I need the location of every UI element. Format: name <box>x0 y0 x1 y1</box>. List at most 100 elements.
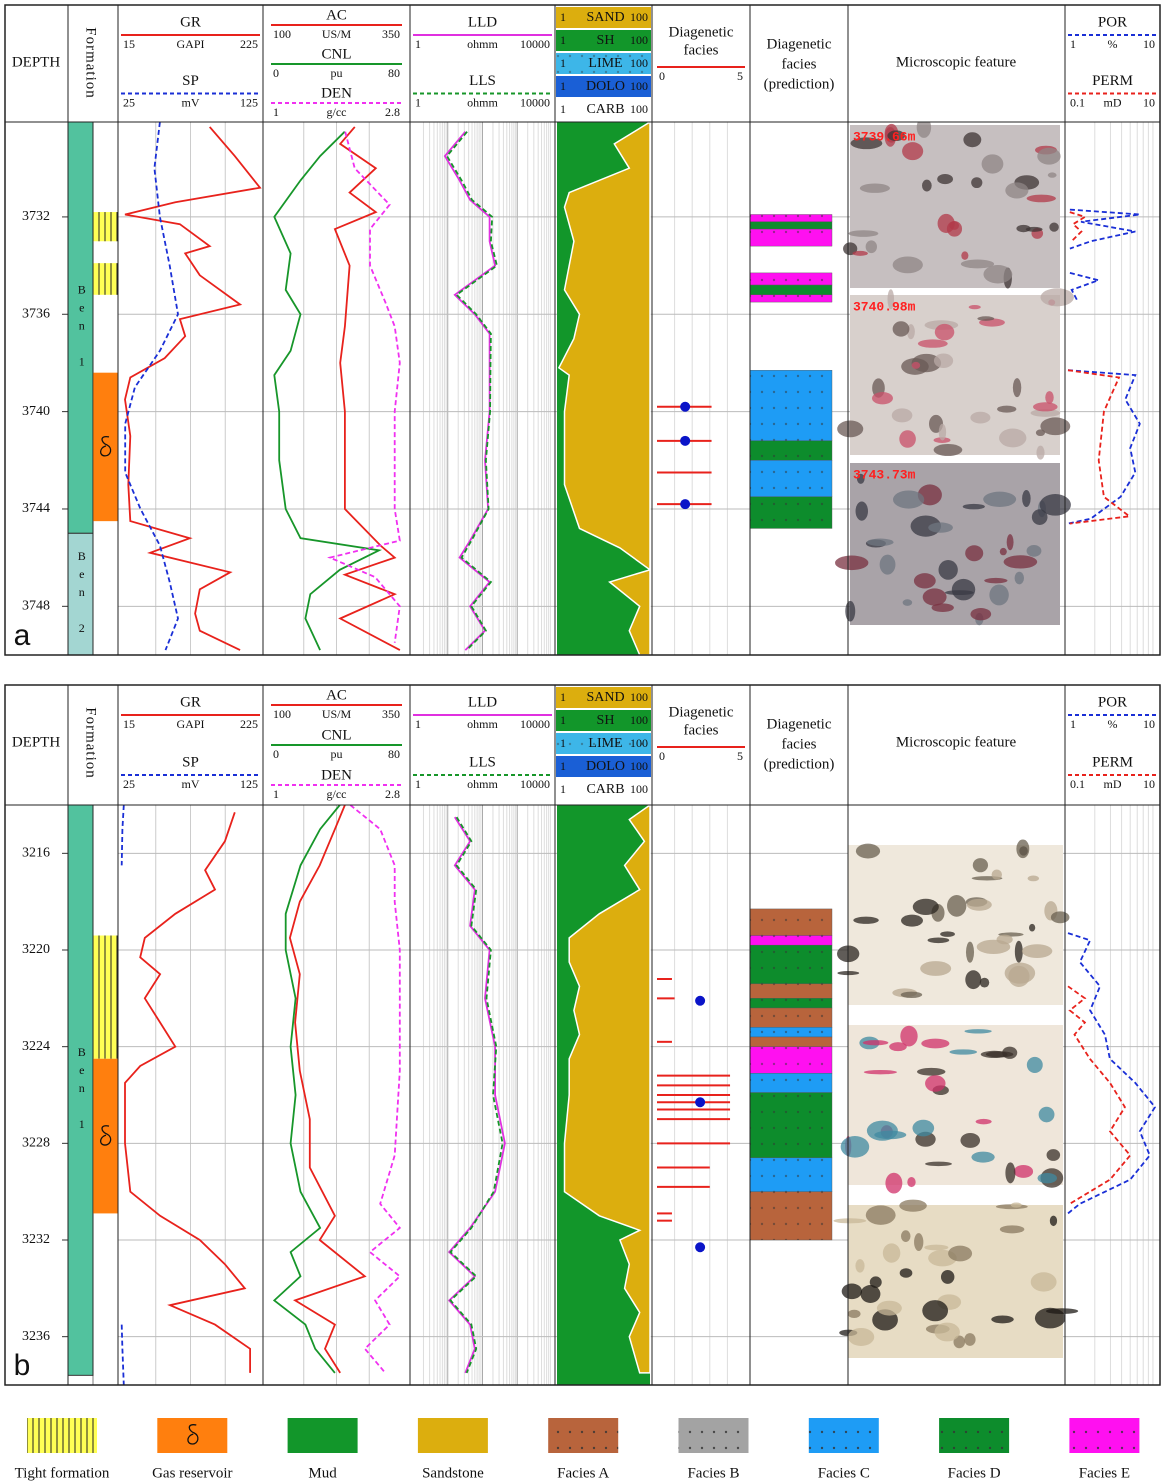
grain <box>914 1233 923 1251</box>
grain <box>945 590 974 595</box>
scale-unit: g/cc <box>327 787 347 801</box>
microscopic-header: Microscopic feature <box>896 54 1017 70</box>
prediction-header: (prediction) <box>764 76 835 92</box>
scale-unit: US/M <box>322 707 352 721</box>
grain <box>918 339 948 347</box>
facies-pattern <box>750 998 832 1008</box>
lithology-max: 100 <box>630 782 648 796</box>
depth-tick-label: 3736 <box>22 306 50 321</box>
grain <box>849 230 879 237</box>
grain <box>1045 391 1053 404</box>
grain <box>922 1300 948 1321</box>
grain <box>866 1205 896 1225</box>
grain <box>1050 1216 1057 1227</box>
curve-name: SP <box>182 73 199 89</box>
facies-pattern <box>750 285 832 295</box>
facies-pattern <box>750 370 832 441</box>
grain <box>912 362 921 369</box>
scale-min: 1 <box>415 95 421 109</box>
micrograph <box>848 1025 1063 1185</box>
facies-pattern <box>750 945 832 984</box>
grain <box>1029 924 1035 932</box>
grain <box>999 429 1026 448</box>
curve-name: LLS <box>469 754 496 770</box>
facies-pattern <box>750 1008 832 1027</box>
lithology-max: 100 <box>630 79 648 93</box>
scale-min: 15 <box>123 37 135 51</box>
grain <box>1000 1225 1025 1233</box>
grain <box>837 421 863 438</box>
grain <box>863 1040 889 1045</box>
facies-pattern <box>750 273 832 285</box>
grain <box>1028 875 1040 881</box>
grain <box>1032 509 1048 525</box>
member-name: Ben 1 <box>75 283 89 373</box>
legend-pattern <box>27 1418 97 1453</box>
scale-max: 80 <box>388 66 400 80</box>
legend-pattern <box>939 1418 1009 1453</box>
grain <box>925 1162 952 1167</box>
grain <box>977 940 1011 954</box>
scale-unit: GAPI <box>176 717 204 731</box>
grain <box>901 992 922 998</box>
grain <box>848 1328 874 1346</box>
grain <box>899 430 916 448</box>
grain <box>1005 1162 1015 1183</box>
facies-pattern <box>750 229 832 246</box>
grain <box>867 539 894 546</box>
grain <box>835 556 868 571</box>
formation-zone <box>93 373 118 521</box>
facies-pattern <box>750 460 832 497</box>
scale-max: 10000 <box>520 95 550 109</box>
grain <box>900 1268 913 1277</box>
lithology-min: 1 <box>560 713 566 727</box>
depth-tick-label: 3232 <box>22 1232 50 1247</box>
microscopic-header: Microscopic feature <box>896 734 1017 750</box>
legend-label: Facies C <box>818 1465 870 1481</box>
lithology-name: LIME <box>588 736 622 751</box>
grain <box>893 321 910 336</box>
depth-tick-label: 3732 <box>22 209 50 224</box>
curve-name: PERM <box>1092 73 1133 89</box>
facies-header: facies <box>684 42 719 58</box>
grain <box>914 573 936 588</box>
curve-name: POR <box>1098 694 1127 710</box>
grain <box>842 1283 862 1299</box>
legend-label: Gas reservoir <box>152 1465 232 1481</box>
curve-name: AC <box>326 687 347 703</box>
facies-max: 5 <box>737 69 743 83</box>
scale-max: 2.8 <box>385 787 400 801</box>
grain <box>928 522 953 532</box>
porosity-curve <box>1068 986 1130 1204</box>
grain <box>877 1301 902 1316</box>
facies-pattern <box>750 441 832 460</box>
grain <box>961 260 994 269</box>
grain <box>982 154 1004 173</box>
grain <box>948 1246 972 1262</box>
scale-unit: ohmm <box>467 95 498 109</box>
scale-unit: ohmm <box>467 37 498 51</box>
legend-label: Sandstone <box>422 1465 484 1481</box>
grain <box>1036 446 1044 460</box>
grain <box>920 961 951 976</box>
grain <box>883 1243 901 1262</box>
grain <box>967 899 992 911</box>
grain <box>864 1070 897 1074</box>
lithology-min: 1 <box>560 690 566 704</box>
grain <box>860 1285 880 1303</box>
facies-point <box>695 1097 705 1107</box>
curve-name: POR <box>1098 14 1127 30</box>
depth-tick-label: 3220 <box>22 942 50 957</box>
lithology-max: 100 <box>630 690 648 704</box>
curve-name: GR <box>180 694 201 710</box>
facies-pattern <box>750 214 832 221</box>
depth-tick-label: 3744 <box>22 501 50 516</box>
grain <box>1027 195 1056 203</box>
scale-max: 225 <box>240 717 258 731</box>
grain <box>991 1315 1014 1323</box>
facies-pattern <box>750 1027 832 1037</box>
scale-min: 100 <box>273 707 291 721</box>
curve-name: LLS <box>469 73 496 89</box>
micrograph-label: 3739.66m <box>853 129 916 144</box>
scale-max: 10 <box>1143 95 1155 109</box>
